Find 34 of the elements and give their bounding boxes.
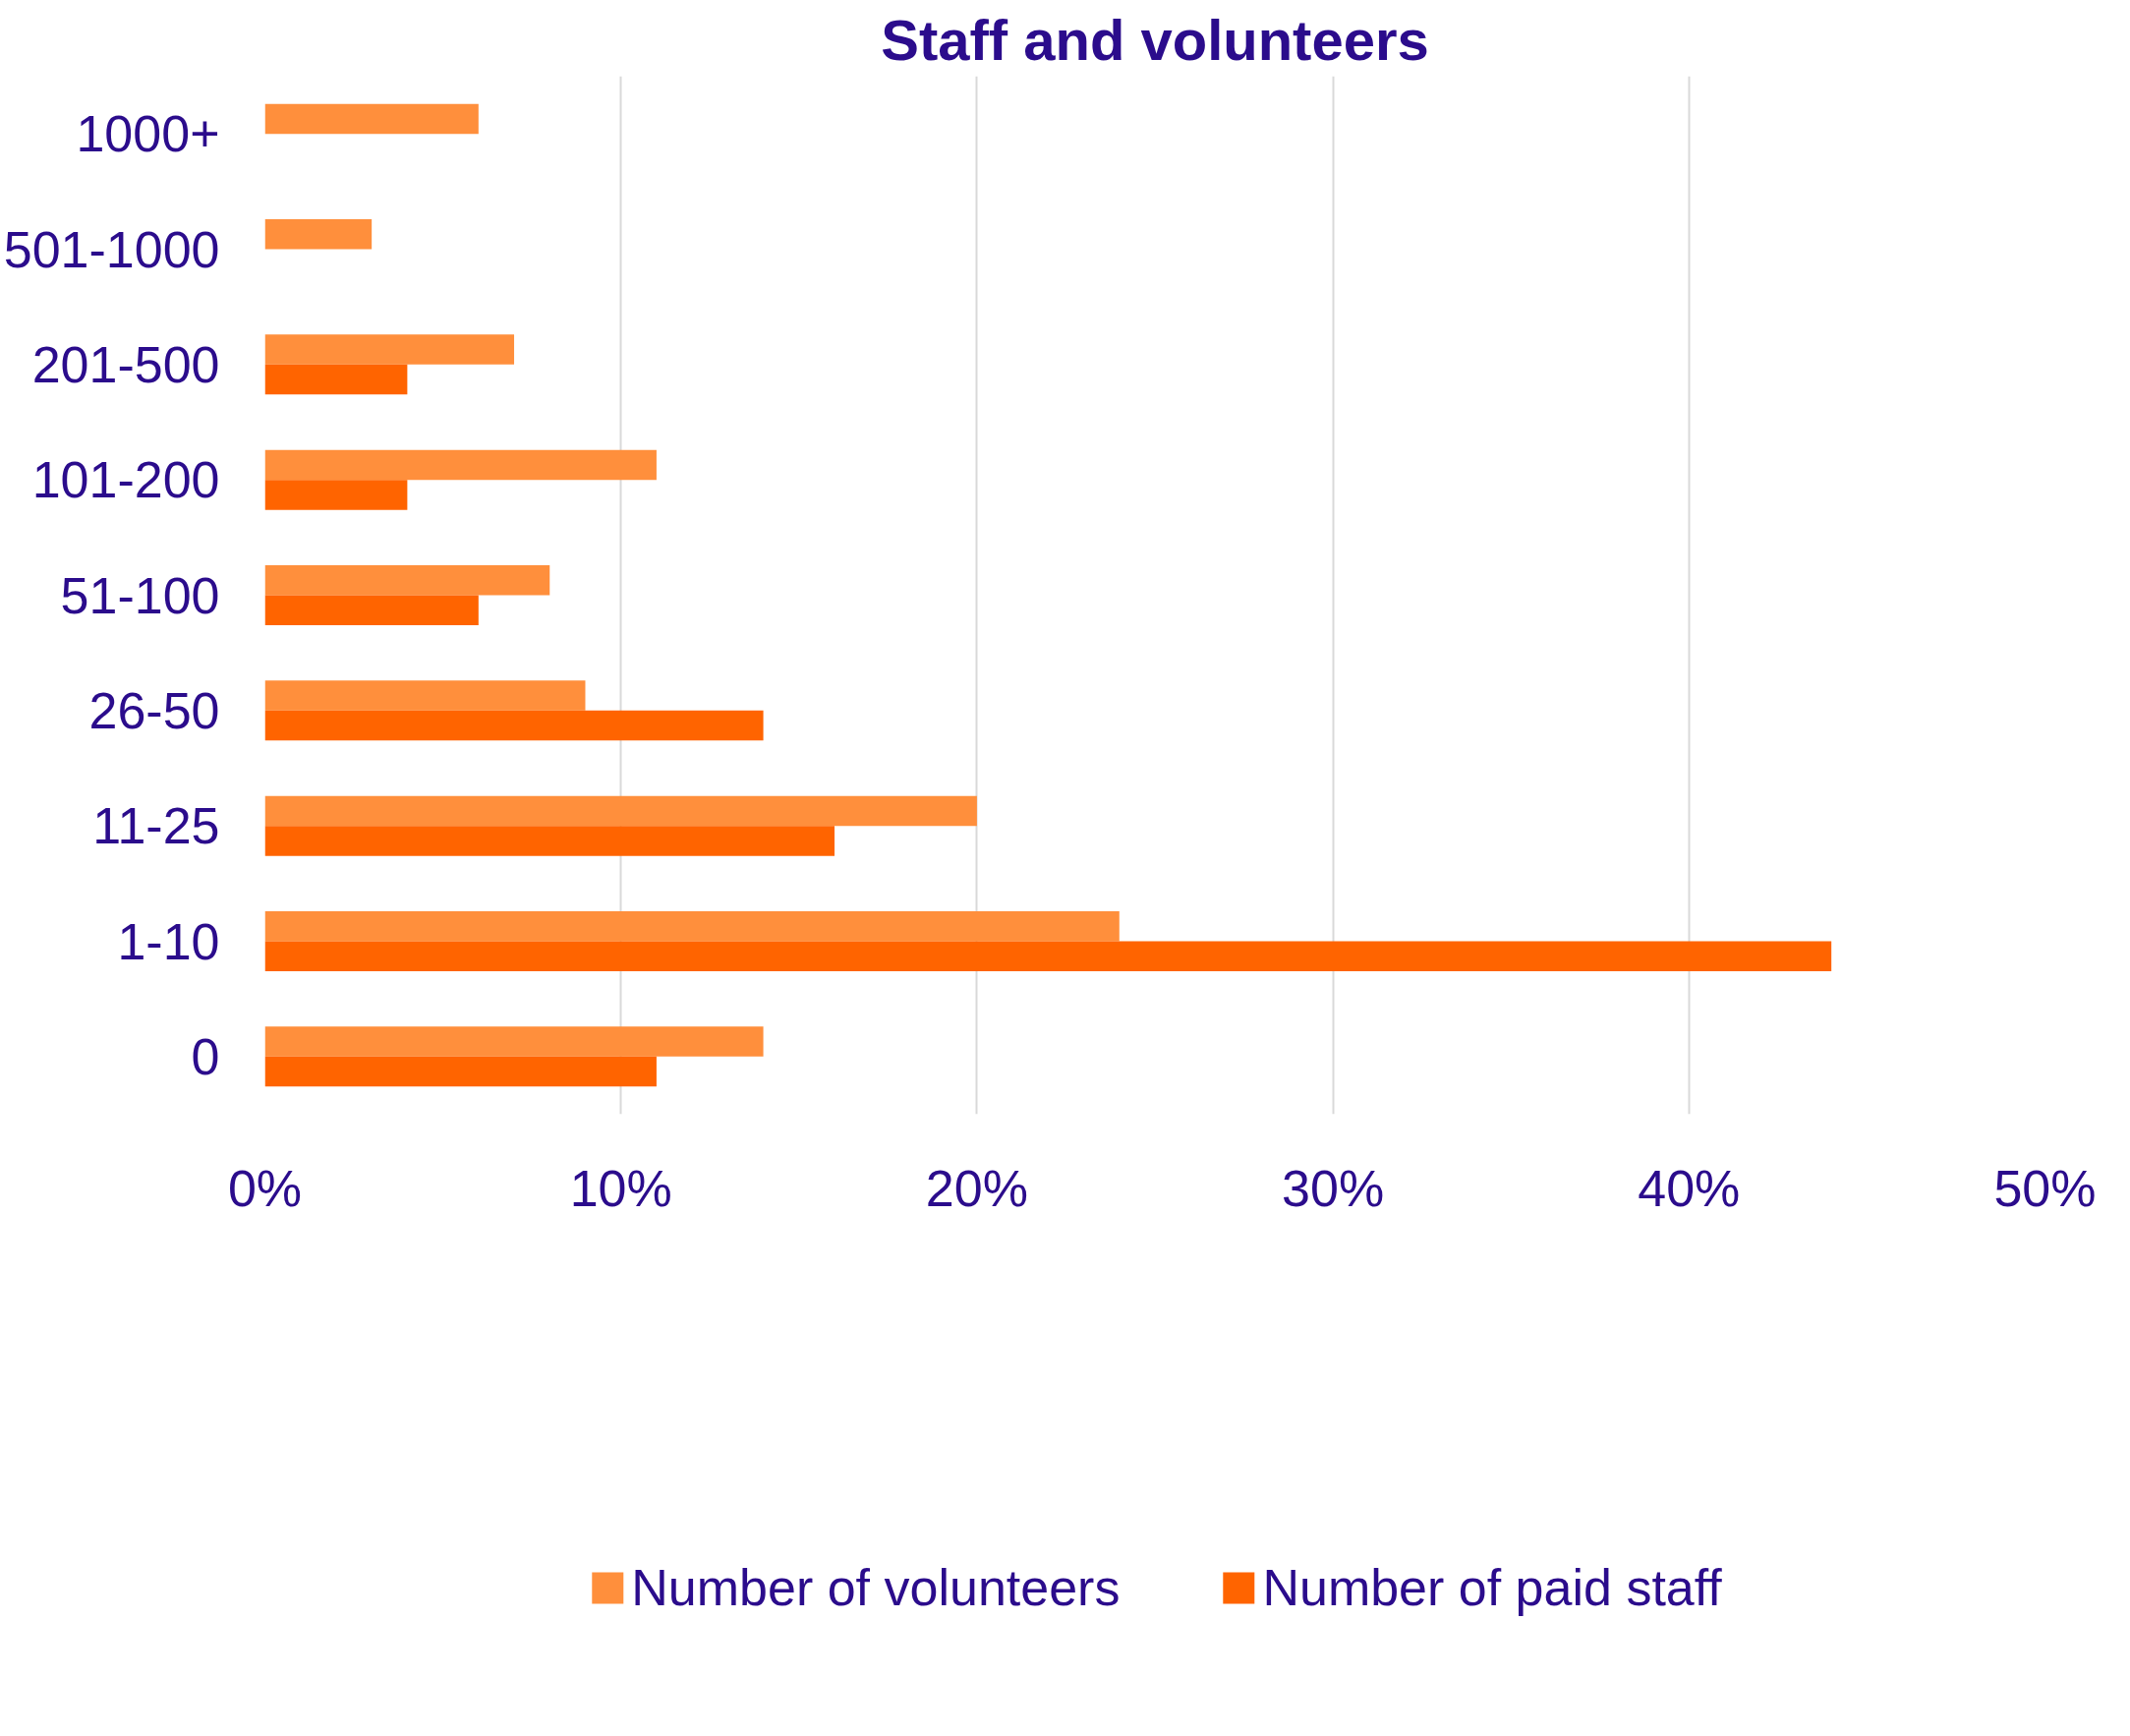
bar (264, 1056, 657, 1087)
bar (264, 826, 835, 856)
bar (264, 595, 479, 626)
x-tick-label: 40% (1638, 1159, 1741, 1217)
bar (264, 680, 586, 711)
bar (264, 941, 1832, 972)
y-tick-label: 11-25 (92, 797, 220, 855)
legend-label: Number of paid staff (1262, 1558, 1722, 1617)
bar (264, 564, 550, 596)
y-tick-label: 201-500 (31, 335, 220, 393)
y-tick-label: 51-100 (60, 566, 220, 624)
y-tick-label: 501-1000 (3, 220, 220, 278)
legend-label: Number of volunteers (631, 1558, 1121, 1617)
chart-title: Staff and volunteers (881, 7, 1429, 72)
bar (264, 1026, 764, 1057)
bar (264, 218, 373, 250)
bar (264, 710, 764, 741)
x-tick-label: 50% (1993, 1159, 2097, 1217)
y-tick-label: 1000+ (76, 105, 220, 163)
x-tick-label: 30% (1282, 1159, 1385, 1217)
bar (264, 334, 515, 365)
y-tick-label: 26-50 (88, 681, 220, 739)
bar (264, 910, 1120, 942)
bar (264, 103, 479, 135)
y-tick-label: 0 (191, 1027, 220, 1085)
y-tick-label: 1-10 (117, 912, 220, 970)
bar (264, 364, 408, 395)
x-tick-label: 10% (569, 1159, 672, 1217)
bar (264, 449, 657, 481)
x-tick-label: 0% (227, 1159, 303, 1217)
y-tick-label: 101-200 (31, 451, 220, 509)
bar (264, 480, 408, 510)
bar (264, 795, 977, 827)
x-tick-label: 20% (925, 1159, 1028, 1217)
